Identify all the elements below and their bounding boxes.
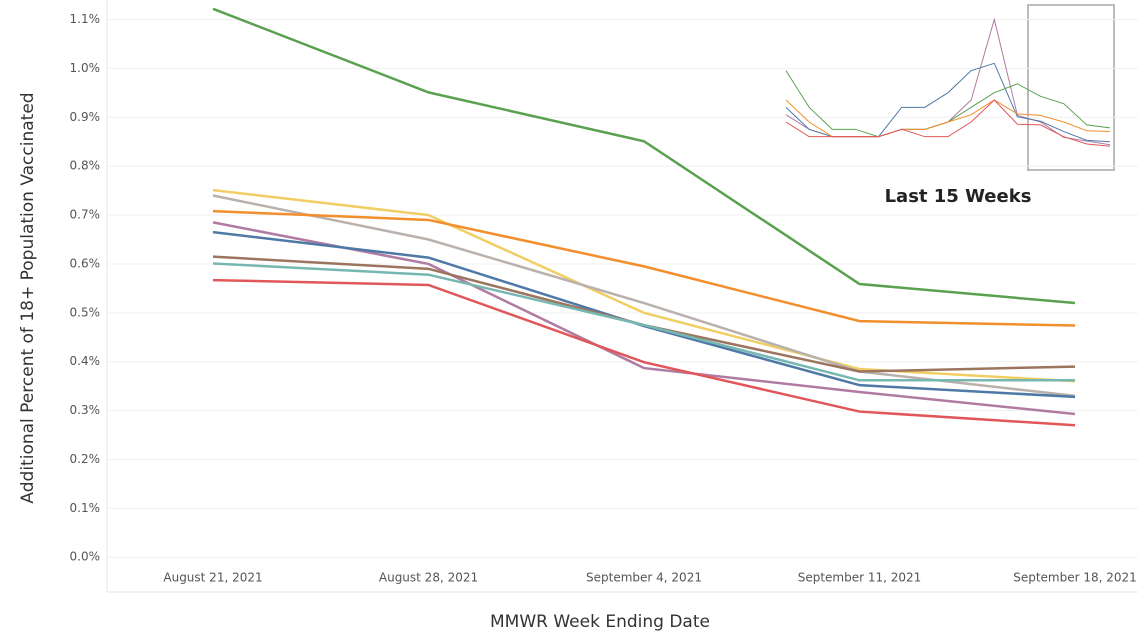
- y-tick-label: 0.1%: [70, 501, 101, 515]
- series-line: [212, 194, 1076, 398]
- inset-highlight: [1027, 4, 1115, 171]
- y-tick-label: 0.5%: [70, 305, 101, 319]
- series-line: [212, 230, 1076, 399]
- series-line: [212, 209, 1076, 327]
- series-line: [212, 278, 1076, 427]
- x-tick-label: September 11, 2021: [798, 571, 922, 585]
- x-tick-label: September 18, 2021: [1013, 571, 1137, 585]
- y-tick-label: 0.7%: [70, 208, 101, 222]
- series-line: [785, 99, 1111, 147]
- y-tick-label: 0.6%: [70, 256, 101, 270]
- y-tick-label: 1.1%: [70, 12, 101, 26]
- series-line: [785, 17, 1111, 146]
- y-tick-label: 0.2%: [70, 452, 101, 466]
- series-line: [212, 221, 1076, 416]
- y-tick-label: 1.0%: [70, 61, 101, 75]
- x-tick-label: September 4, 2021: [586, 571, 702, 585]
- series-line: [212, 7, 1076, 305]
- x-tick-label: August 21, 2021: [163, 571, 262, 585]
- series-line: [785, 99, 1111, 138]
- y-tick-label: 0.9%: [70, 110, 101, 124]
- x-tick-label: August 28, 2021: [379, 571, 478, 585]
- series-line: [212, 188, 1076, 383]
- series-line: [785, 70, 1111, 138]
- inset-title: Last 15 Weeks: [885, 186, 1032, 207]
- x-axis-title: MMWR Week Ending Date: [490, 612, 710, 632]
- y-axis-title: Additional Percent of 18+ Population Vac…: [18, 92, 38, 503]
- series-line: [212, 262, 1075, 382]
- y-tick-label: 0.4%: [70, 354, 101, 368]
- y-tick-label: 0.3%: [70, 403, 101, 417]
- y-tick-label: 0.8%: [70, 159, 101, 173]
- y-tick-label: 0.0%: [70, 550, 101, 564]
